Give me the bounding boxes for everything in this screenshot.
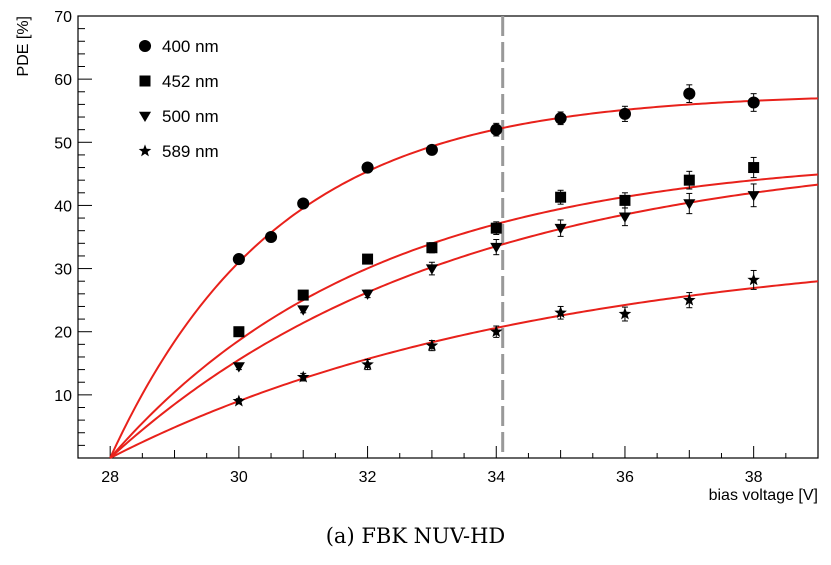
square-marker: [683, 174, 695, 186]
circle-marker: [683, 87, 696, 100]
legend-entry: 589 nm: [138, 142, 219, 161]
data-series: [232, 269, 760, 407]
legend-label: 589 nm: [162, 142, 219, 161]
circle-marker: [138, 39, 152, 53]
square-marker: [490, 222, 502, 234]
legend-label: 500 nm: [162, 107, 219, 126]
star-marker: [683, 293, 696, 306]
fit-curve: [109, 280, 819, 459]
star-marker: [425, 339, 439, 351]
star-marker: [489, 325, 503, 338]
legend-entry: 400 nm: [138, 37, 219, 56]
y-tick-label: 40: [54, 198, 72, 215]
x-tick-label: 28: [101, 469, 119, 486]
fit-curve: [109, 183, 819, 459]
square-marker: [426, 242, 438, 254]
circle-marker: [232, 253, 245, 266]
circle-marker: [490, 123, 503, 136]
star-marker: [296, 370, 310, 383]
star-marker: [554, 306, 567, 319]
legend-label: 452 nm: [162, 72, 219, 91]
star-marker: [138, 144, 152, 157]
triangle-marker: [297, 305, 310, 316]
triangle-marker: [425, 264, 438, 275]
circle-marker: [618, 107, 632, 120]
square-marker: [555, 191, 567, 203]
legend-label: 400 nm: [162, 37, 219, 56]
y-tick-label: 70: [54, 9, 72, 26]
figure-caption: (a) FBK NUV-HD: [325, 524, 506, 548]
triangle-marker: [554, 223, 567, 235]
fit-curve: [109, 97, 819, 459]
triangle-marker: [138, 111, 152, 123]
square-marker: [748, 162, 760, 174]
y-tick-label: 30: [54, 262, 72, 279]
triangle-marker: [232, 362, 245, 373]
x-tick-label: 34: [487, 469, 505, 486]
triangle-marker: [618, 212, 632, 223]
triangle-marker: [490, 242, 503, 254]
x-axis-title: bias voltage [V]: [709, 487, 818, 504]
y-tick-label: 50: [54, 135, 72, 152]
circle-marker: [747, 96, 760, 109]
star-marker: [361, 357, 374, 370]
fit-curve: [109, 173, 819, 459]
circle-marker: [297, 197, 310, 210]
triangle-marker: [683, 199, 696, 210]
circle-marker: [425, 143, 438, 156]
triangle-marker: [747, 191, 760, 202]
x-tick-label: 36: [616, 469, 634, 486]
triangle-marker: [361, 289, 374, 300]
star-marker: [747, 273, 760, 286]
square-marker: [362, 253, 374, 265]
star-marker: [232, 394, 246, 407]
y-tick-label: 10: [54, 388, 72, 405]
x-tick-label: 32: [359, 469, 377, 486]
y-axis-title: PDE [%]: [15, 16, 32, 76]
star-marker: [618, 307, 632, 320]
data-series: [232, 84, 760, 266]
y-tick-label: 60: [54, 72, 72, 89]
square-marker: [233, 326, 245, 338]
legend-entry: 452 nm: [139, 72, 219, 91]
y-tick-label: 20: [54, 325, 72, 342]
x-tick-label: 30: [230, 469, 248, 486]
x-tick-label: 38: [745, 469, 763, 486]
data-series: [232, 183, 760, 373]
circle-marker: [554, 112, 567, 125]
legend-entry: 500 nm: [138, 107, 219, 126]
plot-frame: [77, 15, 819, 459]
data-series: [233, 156, 760, 338]
circle-marker: [361, 161, 374, 174]
square-marker: [139, 75, 151, 87]
circle-marker: [264, 230, 278, 244]
square-marker: [619, 194, 631, 206]
square-marker: [297, 289, 309, 301]
